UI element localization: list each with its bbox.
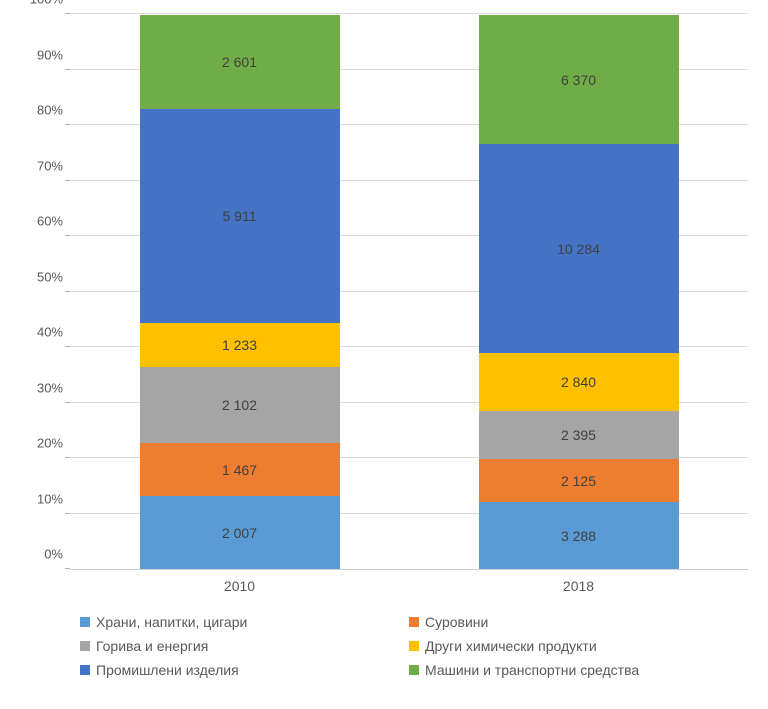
y-tick-label: 90% xyxy=(15,47,63,62)
segment-chem: 2 840 xyxy=(479,353,679,411)
segment-raw: 1 467 xyxy=(140,443,340,496)
segment-ind: 5 911 xyxy=(140,109,340,323)
legend: Храни, напитки, цигари Суровини Горива и е… xyxy=(70,600,748,682)
plot-area: 0%10%20%30%40%50%60%70%80%90%100%2 0071 … xyxy=(70,15,748,570)
legend-label: Машини и транспортни средства xyxy=(425,662,639,678)
segment-value-label: 2 007 xyxy=(222,525,257,541)
segment-value-label: 10 284 xyxy=(557,241,600,257)
segment-fuel: 2 395 xyxy=(479,411,679,460)
legend-label: Други химически продукти xyxy=(425,638,597,654)
legend-swatch xyxy=(409,617,419,627)
y-tick-label: 20% xyxy=(15,436,63,451)
segment-value-label: 5 911 xyxy=(223,208,257,224)
segment-value-label: 1 233 xyxy=(222,337,257,353)
y-tick-label: 70% xyxy=(15,158,63,173)
y-tick-label: 60% xyxy=(15,214,63,229)
segment-raw: 2 125 xyxy=(479,459,679,502)
gridline xyxy=(70,13,748,14)
x-axis: 2010 2018 xyxy=(70,570,748,600)
legend-swatch xyxy=(409,665,419,675)
legend-item-fuel: Горива и енергия xyxy=(80,634,409,658)
legend-label: Промишлени изделия xyxy=(96,662,239,678)
segment-chem: 1 233 xyxy=(140,323,340,368)
bar-2010: 2 007 1 467 2 102 1 233 5 911 2 601 xyxy=(140,15,340,569)
legend-item-ind: Промишлени изделия xyxy=(80,658,409,682)
legend-label: Храни, напитки, цигари xyxy=(96,614,247,630)
segment-value-label: 2 125 xyxy=(561,473,596,489)
segment-value-label: 2 395 xyxy=(561,427,596,443)
segment-value-label: 1 467 xyxy=(222,462,257,478)
y-tick-label: 10% xyxy=(15,491,63,506)
y-tick-label: 80% xyxy=(15,103,63,118)
legend-swatch xyxy=(80,641,90,651)
segment-value-label: 2 840 xyxy=(561,374,596,390)
legend-swatch xyxy=(80,617,90,627)
legend-swatch xyxy=(409,641,419,651)
segment-mach: 2 601 xyxy=(140,15,340,109)
y-tick-label: 50% xyxy=(15,269,63,284)
segment-food: 2 007 xyxy=(140,496,340,569)
segment-mach: 6 370 xyxy=(479,15,679,144)
segment-value-label: 3 288 xyxy=(561,528,596,544)
stacked-bar-chart: 0% 10% 20% 30% 40% 50% 60% 70% 80% 90% 100% 2 007 1 … xyxy=(0,0,768,709)
bar-2018: 3 288 2 125 2 395 2 840 10 284 6 370 xyxy=(479,15,679,569)
x-label: 2010 xyxy=(140,570,340,600)
legend-swatch xyxy=(80,665,90,675)
segment-value-label: 2 102 xyxy=(222,397,257,413)
y-tick-label: 100% xyxy=(15,0,63,7)
segment-value-label: 6 370 xyxy=(561,72,596,88)
legend-item-chem: Други химически продукти xyxy=(409,634,738,658)
segment-fuel: 2 102 xyxy=(140,367,340,443)
y-tick-label: 0% xyxy=(15,547,63,562)
x-label: 2018 xyxy=(479,570,679,600)
legend-item-mach: Машини и транспортни средства xyxy=(409,658,738,682)
legend-item-raw: Суровини xyxy=(409,610,738,634)
bars-container: 2 007 1 467 2 102 1 233 5 911 2 601 3 288 2 125… xyxy=(70,15,748,569)
y-tick-mark xyxy=(65,13,70,14)
y-tick-label: 30% xyxy=(15,380,63,395)
segment-value-label: 2 601 xyxy=(222,54,257,70)
y-tick-label: 40% xyxy=(15,325,63,340)
segment-ind: 10 284 xyxy=(479,144,679,353)
legend-label: Суровини xyxy=(425,614,488,630)
legend-label: Горива и енергия xyxy=(96,638,208,654)
segment-food: 3 288 xyxy=(479,502,679,569)
legend-item-food: Храни, напитки, цигари xyxy=(80,610,409,634)
